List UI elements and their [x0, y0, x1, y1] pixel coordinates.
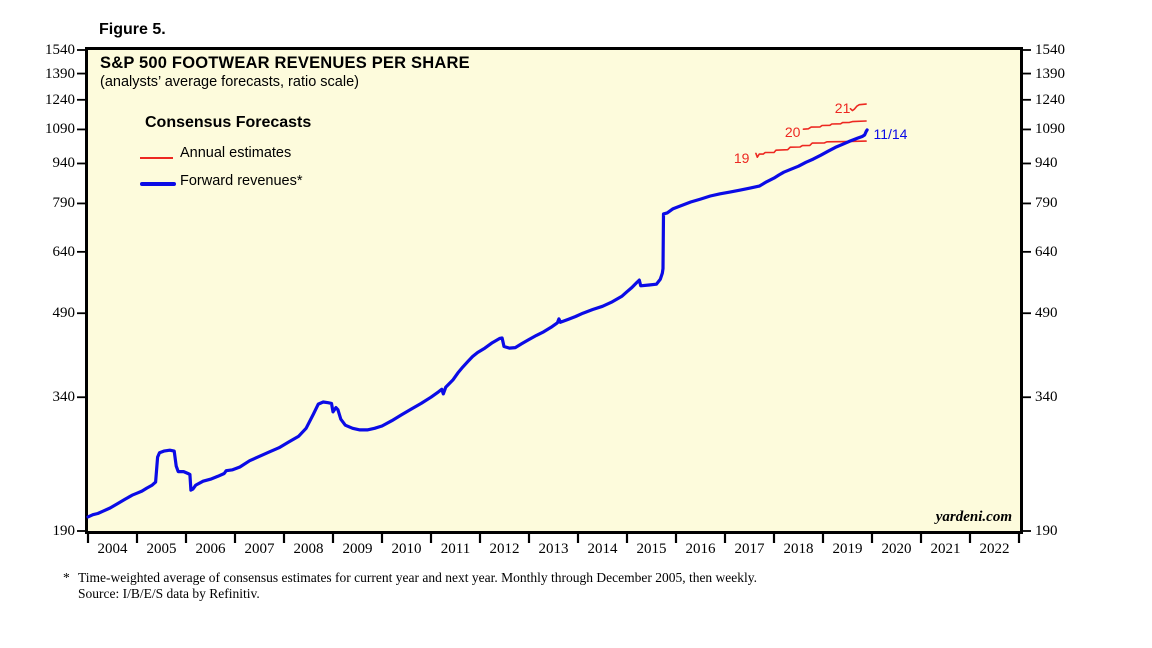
figure-number-label: Figure 5. [99, 21, 166, 38]
annotation-21: 21 [834, 99, 851, 116]
y-axis-tick-label: 790 [52, 195, 76, 212]
x-axis-tick-label: 2022 [979, 541, 1010, 557]
annotation-11-14: 11/14 [873, 125, 908, 142]
y-axis-tick-label: 1390 [1035, 65, 1065, 82]
legend-label-annual-estimates: Annual estimates [180, 145, 292, 161]
footnote-marker: * [63, 570, 70, 585]
x-axis-tick-label: 2006 [195, 541, 226, 557]
y-axis-tick-label: 940 [52, 155, 76, 172]
x-axis-tick-label: 2019 [832, 541, 863, 557]
x-axis-tick-label: 2013 [538, 541, 569, 557]
y-axis-tick-label: 640 [1035, 243, 1058, 260]
y-axis-tick-label: 1240 [1035, 91, 1065, 108]
forward-revenues-line-swatch [140, 182, 176, 186]
x-axis-tick-label: 2017 [734, 541, 765, 557]
x-axis-tick-label: 2018 [783, 541, 814, 557]
y-axis-tick-label: 340 [1035, 389, 1058, 406]
y-axis-tick-label: 640 [52, 243, 76, 260]
y-axis-tick-label: 1240 [45, 91, 75, 108]
y-axis-tick-label: 1540 [1035, 42, 1065, 58]
y-axis-tick-label: 1540 [45, 42, 75, 58]
y-axis-tick-label: 940 [1035, 155, 1058, 172]
footnote-source: Source: I/B/E/S data by Refinitiv. [78, 586, 260, 601]
x-axis-tick-label: 2011 [440, 541, 471, 557]
y-axis-tick-label: 340 [52, 389, 76, 406]
x-axis-tick-label: 2012 [489, 541, 520, 557]
y-axis-tick-label: 490 [52, 305, 76, 322]
y-axis-tick-label: 790 [1035, 195, 1058, 212]
annual-estimates-line-swatch [140, 157, 173, 159]
legend-title: Consensus Forecasts [145, 114, 312, 131]
x-axis-tick-label: 2004 [97, 541, 128, 557]
x-axis-tick-label: 2016 [685, 541, 716, 557]
chart-title: S&P 500 FOOTWEAR REVENUES PER SHARE [100, 54, 470, 72]
x-axis-tick-label: 2015 [636, 541, 667, 557]
y-axis-tick-label: 490 [1035, 305, 1058, 322]
y-axis-tick-label: 1090 [45, 121, 75, 138]
annotation-20: 20 [784, 124, 801, 141]
x-axis-tick-label: 2021 [930, 541, 961, 557]
x-axis-tick-label: 2009 [342, 541, 373, 557]
annotation-19: 19 [733, 150, 750, 167]
x-axis-tick-label: 2008 [293, 541, 324, 557]
x-axis-tick-label: 2007 [244, 541, 275, 557]
legend-label-forward-revenues: Forward revenues* [180, 173, 303, 189]
x-axis-tick-label: 2010 [391, 541, 422, 557]
x-axis-tick-label: 2020 [881, 541, 912, 557]
x-axis-tick-label: 2014 [587, 541, 618, 557]
x-axis-tick-label: 2005 [146, 541, 177, 557]
chart-subtitle: (analysts’ average forecasts, ratio scal… [100, 74, 359, 90]
y-axis-tick-label: 1090 [1035, 121, 1065, 138]
y-axis-tick-label: 190 [52, 523, 76, 539]
yardeni-watermark: yardeni.com [935, 509, 1012, 525]
y-axis-tick-label: 1390 [45, 65, 75, 82]
y-axis-tick-label: 190 [1035, 523, 1058, 539]
footnote-text: Time-weighted average of consensus estim… [78, 570, 758, 585]
